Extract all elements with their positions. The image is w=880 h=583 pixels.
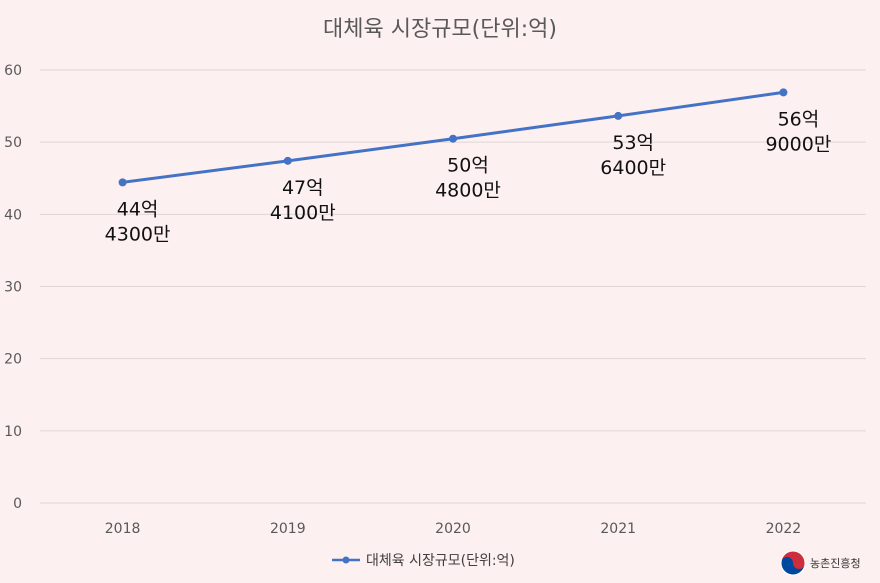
data-label: 53억 — [612, 132, 654, 154]
y-tick-label: 20 — [4, 352, 22, 368]
y-axis-ticks: 0 10 20 30 40 50 60 — [4, 63, 22, 512]
y-tick-label: 10 — [4, 424, 22, 440]
data-point — [118, 178, 127, 187]
y-tick-label: 60 — [4, 63, 22, 79]
x-tick-label: 2022 — [766, 521, 802, 537]
logo: 농촌진흥청 — [780, 550, 861, 576]
x-tick-label: 2019 — [270, 521, 306, 537]
data-label: 4100만 — [270, 202, 336, 224]
data-point — [283, 156, 292, 165]
data-label: 4300만 — [105, 223, 171, 245]
legend-marker — [342, 556, 350, 564]
data-labels: 44억 4300만 47억 4100만 50억 4800만 53억 6400만 56억 9000만 — [105, 108, 832, 245]
legend-entry: 대체육 시장규모(단위:억) — [366, 553, 515, 569]
data-label: 4800만 — [435, 180, 501, 202]
x-tick-label: 2020 — [435, 521, 471, 537]
data-point — [614, 111, 623, 120]
y-tick-label: 40 — [4, 207, 22, 223]
data-label: 47억 — [282, 177, 324, 199]
data-label: 50억 — [447, 155, 489, 177]
data-point — [779, 88, 788, 97]
data-label: 56억 — [778, 108, 820, 130]
data-point — [449, 134, 457, 143]
y-tick-label: 50 — [4, 135, 22, 151]
chart-title: 대체육 시장규모(단위:억) — [323, 17, 557, 42]
logo-text: 농촌진흥청 — [810, 556, 861, 570]
taegeuk-icon — [780, 550, 806, 576]
data-label: 44억 — [117, 198, 159, 220]
x-axis-ticks: 2018 2019 2020 2021 2022 — [105, 521, 801, 537]
data-label: 9000만 — [765, 133, 831, 155]
legend[interactable]: 대체육 시장규모(단위:억) — [332, 553, 515, 569]
x-tick-label: 2018 — [105, 521, 141, 537]
series-group — [118, 88, 788, 187]
y-tick-label: 0 — [13, 496, 22, 512]
y-tick-label: 30 — [4, 280, 22, 296]
x-tick-label: 2021 — [600, 521, 636, 537]
data-label: 6400만 — [600, 157, 666, 179]
